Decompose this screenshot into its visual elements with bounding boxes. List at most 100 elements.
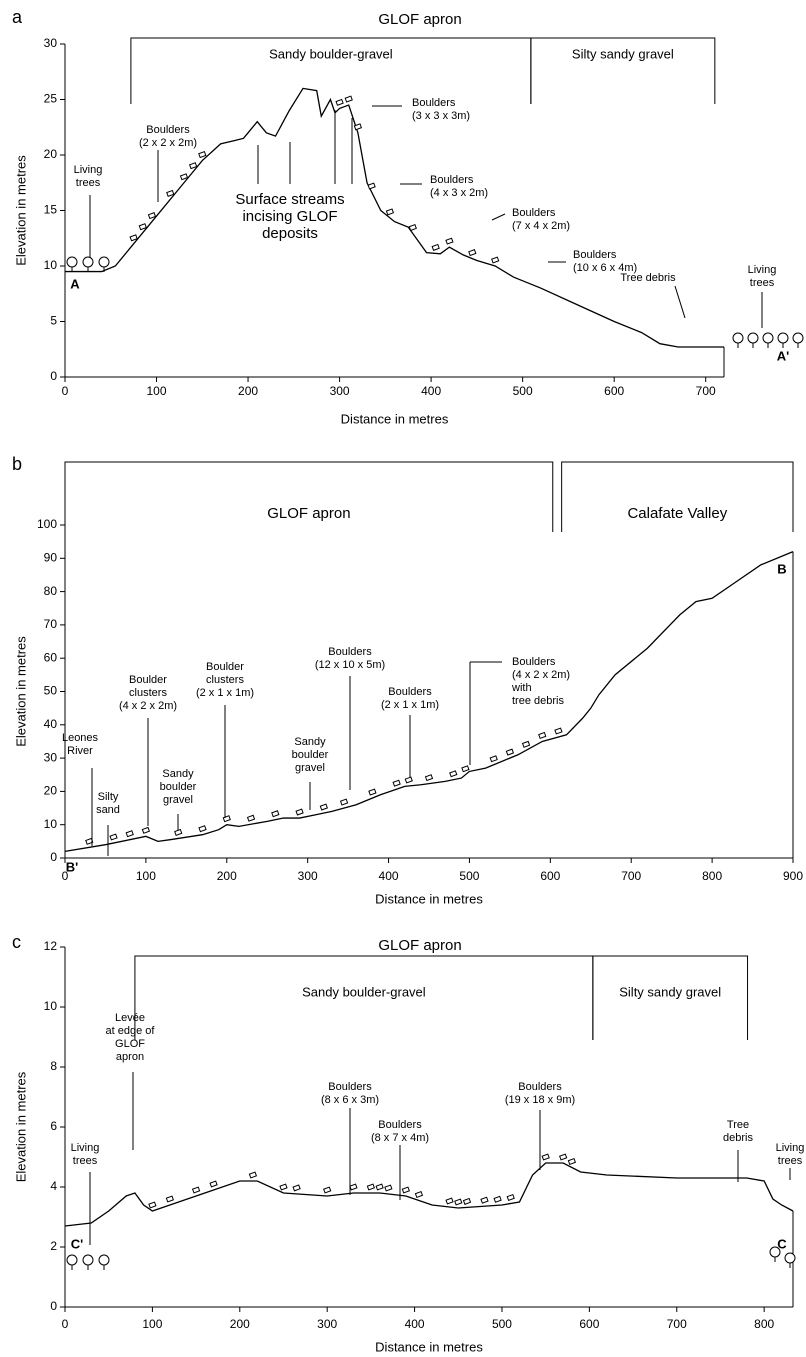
boulder-symbol: [367, 182, 376, 190]
tree-symbol: [784, 1252, 796, 1264]
zone-bracket: [64, 461, 554, 532]
y-tick-label: 20: [44, 147, 58, 161]
annotation: Boulder: [206, 661, 244, 673]
annotation: Boulders: [378, 1119, 422, 1131]
y-tick-label: 10: [44, 817, 58, 831]
x-tick-label: 400: [379, 869, 399, 883]
boulder-symbol: [366, 1183, 376, 1191]
annotation: Sandy: [162, 768, 194, 780]
annotation: deposits: [262, 225, 318, 242]
annotation: incising GLOF: [242, 208, 337, 225]
leader-line: [674, 285, 686, 319]
zone-bracket: [592, 955, 749, 1040]
x-tick-label: 200: [230, 1317, 250, 1331]
annotation: (2 x 1 x 1m): [381, 699, 439, 711]
zone-bracket: [530, 37, 716, 104]
boulder-symbol: [401, 1186, 410, 1194]
tree-symbol: [777, 332, 789, 344]
x-tick-label: 500: [513, 384, 533, 398]
annotation: Boulders: [328, 646, 372, 658]
y-tick-label: 50: [44, 684, 58, 698]
boulder-symbol: [292, 1184, 301, 1192]
zone-label: Silty sandy gravel: [572, 46, 674, 61]
annotation: River: [67, 745, 93, 757]
y-tick-label: 20: [44, 784, 58, 798]
boulder-symbol: [538, 731, 547, 739]
boulder-symbol: [198, 825, 207, 833]
boulder-symbol: [449, 770, 458, 778]
y-tick-label: 70: [44, 617, 58, 631]
tree-symbol: [732, 332, 744, 344]
annotation: Leones: [62, 732, 99, 744]
annotation: gravel: [163, 794, 193, 806]
boulder-symbol: [125, 830, 134, 838]
y-tick-label: 2: [50, 1239, 57, 1253]
boulder-symbol: [148, 1201, 157, 1209]
x-tick-label: 400: [405, 1317, 425, 1331]
boulder-symbol: [559, 1153, 568, 1161]
annotation: trees: [76, 177, 101, 189]
boulder-symbol: [506, 1193, 515, 1202]
boulder-symbol: [445, 237, 454, 245]
profile-end-label: B: [777, 561, 786, 576]
tree-symbol: [98, 256, 110, 268]
profile-line: [64, 1162, 794, 1227]
leader-line: [491, 213, 506, 221]
annotation: trees: [73, 1155, 98, 1167]
boulder-symbol: [353, 123, 363, 131]
boulder-symbol: [445, 1197, 454, 1205]
x-tick-label: 600: [579, 1317, 599, 1331]
annotation: boulder: [292, 749, 329, 761]
y-axis-title: Elevation in metres: [13, 155, 28, 266]
profile-end-label: A': [777, 348, 789, 363]
annotation: Sandy: [294, 736, 326, 748]
boulder-symbol: [198, 151, 207, 159]
boulder-symbol: [246, 814, 256, 822]
annotation: Boulders: [512, 207, 556, 219]
x-tick-label: 600: [540, 869, 560, 883]
x-tick-label: 200: [217, 869, 237, 883]
x-tick-label: 800: [702, 869, 722, 883]
x-tick-label: 200: [238, 384, 258, 398]
x-tick-label: 500: [459, 869, 479, 883]
boulder-symbol: [462, 1197, 472, 1205]
boulder-symbol: [521, 740, 531, 748]
x-tick-label: 0: [62, 384, 69, 398]
x-tick-label: 500: [492, 1317, 512, 1331]
x-tick-label: 100: [142, 1317, 162, 1331]
boulder-symbol: [191, 1186, 201, 1194]
boulder-symbol: [323, 1186, 332, 1194]
annotation: Boulders: [573, 249, 617, 261]
tree-symbol: [66, 256, 78, 268]
tree-symbol: [792, 332, 804, 344]
y-tick-label: 40: [44, 717, 58, 731]
annotation: (4 x 2 x 2m): [119, 700, 177, 712]
boulder-symbol: [489, 755, 498, 763]
boulder-symbol: [375, 1183, 384, 1191]
annotation: Levée: [115, 1012, 145, 1024]
annotation: Boulders: [518, 1081, 562, 1093]
x-tick-label: 0: [62, 869, 69, 883]
boulder-symbol: [279, 1183, 288, 1191]
y-tick-label: 15: [44, 203, 58, 217]
y-tick-label: 60: [44, 650, 58, 664]
boulder-symbol: [480, 1196, 489, 1204]
boulder-symbol: [166, 189, 175, 197]
boulder-symbol: [368, 788, 377, 796]
annotation: boulder: [160, 781, 197, 793]
annotation: Boulders: [388, 686, 432, 698]
panel-letter: a: [12, 7, 23, 27]
boulder-symbol: [138, 223, 147, 231]
annotation: (19 x 18 x 9m): [505, 1094, 575, 1106]
annotation: (2 x 2 x 2m): [139, 137, 197, 149]
x-axis-title: Distance in metres: [375, 1339, 483, 1354]
boulder-symbol: [319, 803, 328, 811]
boulder-symbol: [271, 810, 280, 818]
chart-title: GLOF apron: [378, 11, 461, 28]
boulder-symbol: [179, 173, 189, 181]
profile-start-label: A: [70, 276, 80, 291]
x-tick-label: 300: [298, 869, 318, 883]
annotation: clusters: [129, 687, 167, 699]
y-tick-label: 30: [44, 750, 58, 764]
annotation: gravel: [295, 762, 325, 774]
